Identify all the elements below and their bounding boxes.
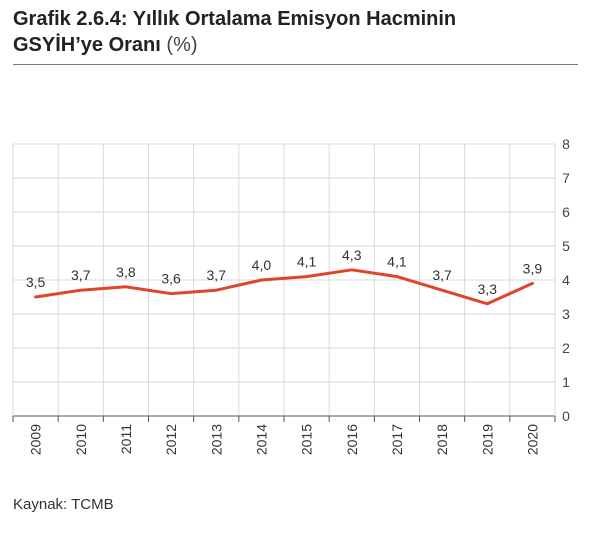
series-line <box>34 268 534 306</box>
y-tick-label: 5 <box>562 238 570 254</box>
x-tick-label: 2009 <box>28 424 44 455</box>
title-line-1: Grafik 2.6.4: Yıllık Ortalama Emisyon Ha… <box>13 8 457 30</box>
data-label: 3,3 <box>478 281 498 297</box>
x-tick-label: 2010 <box>73 424 89 455</box>
x-tick-label: 2016 <box>344 424 360 455</box>
x-tick-label: 2011 <box>118 424 134 454</box>
x-tick-label: 2013 <box>208 424 224 455</box>
y-tick-label: 8 <box>562 136 570 152</box>
source-note: Kaynak: TCMB <box>13 496 114 513</box>
data-label: 4,0 <box>252 257 272 273</box>
y-tick-label: 0 <box>562 408 570 424</box>
data-label: 4,3 <box>342 247 362 263</box>
x-tick-label: 2018 <box>434 424 450 455</box>
data-label: 3,7 <box>207 267 227 283</box>
x-tick-label: 2012 <box>163 424 179 455</box>
y-tick-label: 2 <box>562 340 570 356</box>
x-tick-label: 2017 <box>389 424 405 455</box>
data-label: 3,8 <box>116 264 136 280</box>
chart-title: Grafik 2.6.4: Yıllık Ortalama Emisyon Ha… <box>13 6 583 58</box>
title-divider <box>13 64 578 65</box>
data-label: 4,1 <box>297 254 317 270</box>
x-tick-label: 2014 <box>253 424 269 455</box>
data-label: 3,6 <box>161 271 181 287</box>
data-label: 3,5 <box>26 274 46 290</box>
data-label: 4,1 <box>387 254 407 270</box>
x-tick-label: 2015 <box>299 424 315 455</box>
title-line-2: GSYİH’ye Oranı <box>13 34 161 56</box>
x-tick-label: 2020 <box>524 424 540 455</box>
data-label: 3,7 <box>71 267 91 283</box>
y-tick-label: 7 <box>562 170 570 186</box>
y-tick-label: 6 <box>562 204 570 220</box>
y-tick-label: 4 <box>562 272 570 288</box>
title-unit: (%) <box>166 34 198 56</box>
y-tick-label: 1 <box>562 374 570 390</box>
data-label: 3,9 <box>523 260 543 276</box>
x-tick-label: 2019 <box>479 424 495 455</box>
y-tick-label: 3 <box>562 306 570 322</box>
data-label: 3,7 <box>432 267 452 283</box>
